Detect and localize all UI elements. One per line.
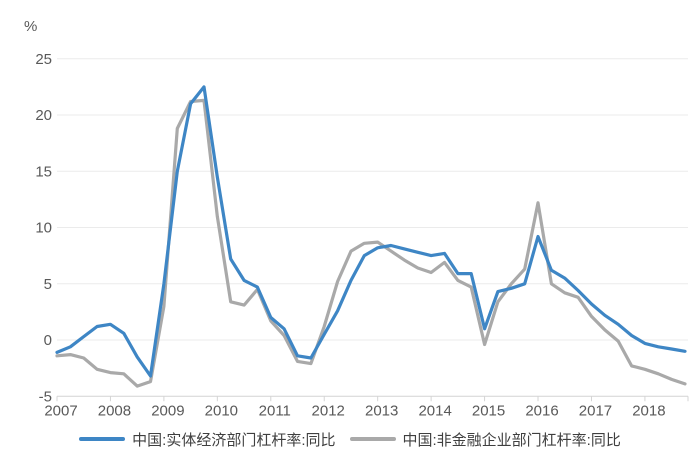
legend-label: 中国:实体经济部门杠杆率:同比 <box>132 431 336 449</box>
x-tick-label: 2013 <box>365 402 398 419</box>
y-tick-label: 20 <box>35 107 52 124</box>
y-axis-unit-label: % <box>24 18 37 35</box>
x-tick-label: 2012 <box>312 402 345 419</box>
y-tick-label: 0 <box>44 332 52 349</box>
legend-item: 中国:非金融企业部门杠杆率:同比 <box>349 429 621 450</box>
x-tick-label: 2007 <box>44 402 77 419</box>
series-line-real-economy <box>55 85 687 378</box>
y-tick-label: -5 <box>39 388 52 405</box>
x-tick-label: 2010 <box>205 402 238 419</box>
legend-label: 中国:非金融企业部门杠杆率:同比 <box>402 431 621 449</box>
x-tick-label: 2018 <box>632 402 665 419</box>
y-tick-label: 10 <box>35 220 52 237</box>
x-tick-label: 2008 <box>98 402 131 419</box>
y-tick-label: 15 <box>35 163 52 180</box>
legend-swatch-gray-line <box>349 437 396 441</box>
x-tick-label: 2009 <box>151 402 184 419</box>
y-tick-label: 5 <box>44 276 52 293</box>
legend-item: 中国:实体经济部门杠杆率:同比 <box>79 429 336 450</box>
x-tick-label: 2016 <box>525 402 558 419</box>
x-tick-label: 2017 <box>579 402 612 419</box>
series-line-nonfinancial-corporate <box>55 98 687 388</box>
legend-swatch-blue-line <box>79 437 126 441</box>
x-tick-label: 2014 <box>418 402 451 419</box>
legend: 中国:实体经济部门杠杆率:同比 中国:非金融企业部门杠杆率:同比 <box>0 427 700 451</box>
x-tick-label: 2015 <box>472 402 505 419</box>
y-tick-label: 25 <box>35 51 52 68</box>
x-tick-label: 2011 <box>259 402 291 419</box>
